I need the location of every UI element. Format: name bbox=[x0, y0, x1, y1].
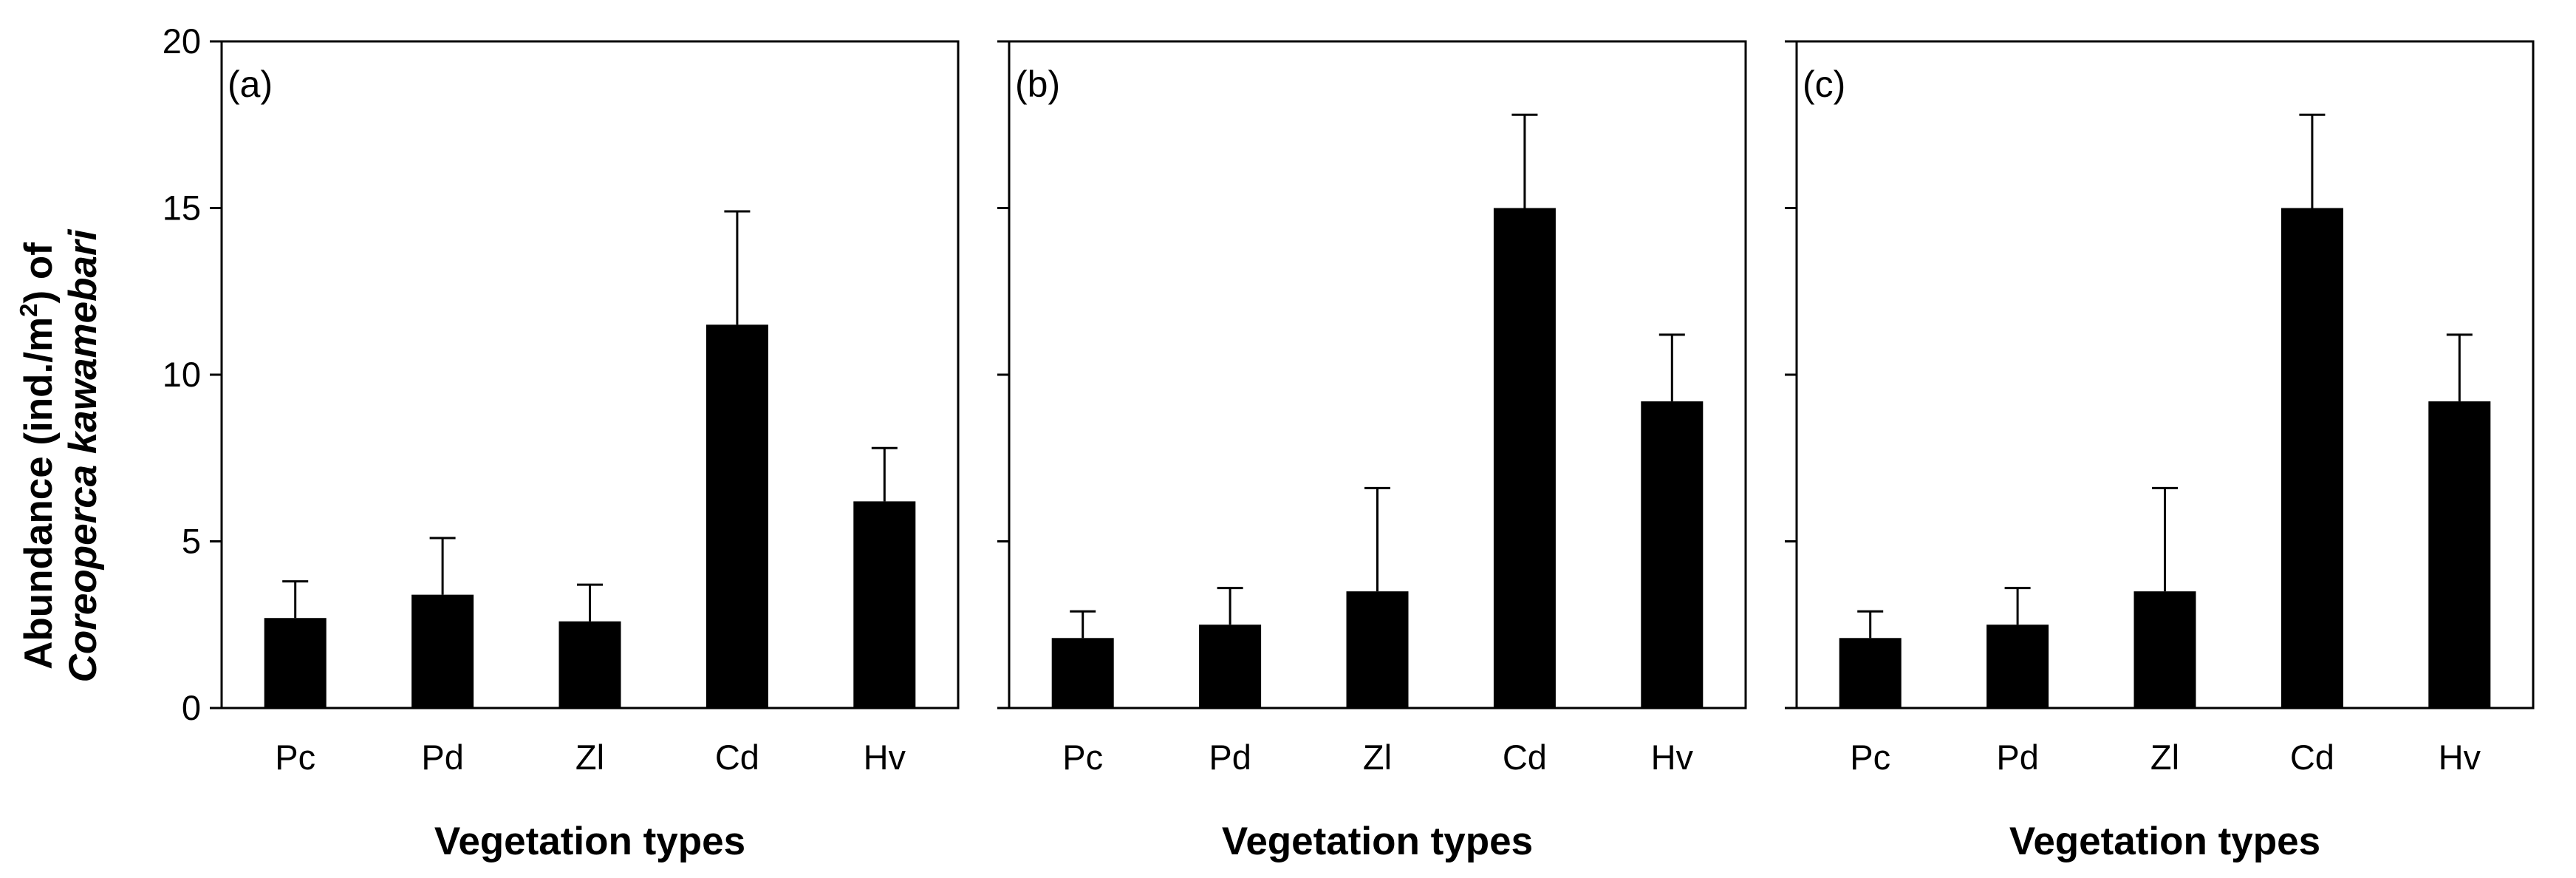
bar-hv bbox=[853, 501, 916, 708]
bar-pc bbox=[264, 618, 327, 708]
y-tick-label: 10 bbox=[163, 355, 201, 394]
x-tick-label-zl: Zl bbox=[575, 738, 604, 777]
panel-label: (b) bbox=[1015, 64, 1060, 105]
panel-label: (a) bbox=[228, 64, 273, 105]
x-axis-title: Vegetation types bbox=[1222, 820, 1533, 863]
x-tick-label-pd: Pd bbox=[1996, 738, 2039, 777]
x-tick-label-zl: Zl bbox=[2150, 738, 2179, 777]
panel-label: (c) bbox=[1803, 64, 1845, 105]
x-tick-label-hv: Hv bbox=[2439, 738, 2481, 777]
bar-zl bbox=[558, 621, 621, 708]
x-axis-title: Vegetation types bbox=[2009, 820, 2320, 863]
x-tick-label-pd: Pd bbox=[1209, 738, 1251, 777]
y-tick-label: 5 bbox=[182, 522, 201, 561]
x-tick-label-pc: Pc bbox=[1850, 738, 1890, 777]
y-axis-title: Abundance (ind./m2) of Coreoperca kawame… bbox=[15, 228, 105, 682]
bar-hv bbox=[1641, 401, 1704, 708]
bar-pc bbox=[1839, 638, 1902, 708]
bar-cd bbox=[706, 324, 768, 709]
y-tick-label: 15 bbox=[163, 188, 201, 228]
x-tick-label-hv: Hv bbox=[864, 738, 906, 777]
panel-b: Pc Pd Zl Cd Hv (b) Vegetation types bbox=[997, 40, 1747, 863]
x-tick-label-cd: Cd bbox=[2290, 738, 2334, 777]
y-axis-title-line2: Coreoperca kawamebari bbox=[61, 228, 105, 682]
bar-hv bbox=[2428, 401, 2491, 708]
bar-zl bbox=[1346, 591, 1409, 708]
bar-cd bbox=[2281, 208, 2343, 708]
bar-pd bbox=[1199, 625, 1262, 708]
bar-zl bbox=[2133, 591, 2196, 708]
panel-c: Pc Pd Zl Cd Hv (c) Vegetation types bbox=[1785, 40, 2535, 863]
panel-a: 0 5 10 15 20 Pc Pd Zl Cd Hv (a) Vegetation types bbox=[163, 21, 960, 863]
y-tick-label: 0 bbox=[182, 688, 201, 727]
x-tick-label-pd: Pd bbox=[421, 738, 464, 777]
x-tick-label-pc: Pc bbox=[275, 738, 315, 777]
bar-cd bbox=[1493, 208, 1556, 708]
y-tick-label: 20 bbox=[163, 21, 201, 61]
x-axis-title: Vegetation types bbox=[434, 820, 745, 863]
bar-pd bbox=[411, 594, 474, 708]
x-tick-label-cd: Cd bbox=[1503, 738, 1547, 777]
bar-pc bbox=[1051, 638, 1114, 708]
x-tick-label-zl: Zl bbox=[1363, 738, 1392, 777]
x-tick-label-hv: Hv bbox=[1651, 738, 1694, 777]
bar-pd bbox=[1986, 625, 2049, 708]
y-axis-title-line1: Abundance (ind./m2) of bbox=[15, 242, 61, 670]
x-tick-label-cd: Cd bbox=[715, 738, 759, 777]
x-tick-label-pc: Pc bbox=[1062, 738, 1103, 777]
